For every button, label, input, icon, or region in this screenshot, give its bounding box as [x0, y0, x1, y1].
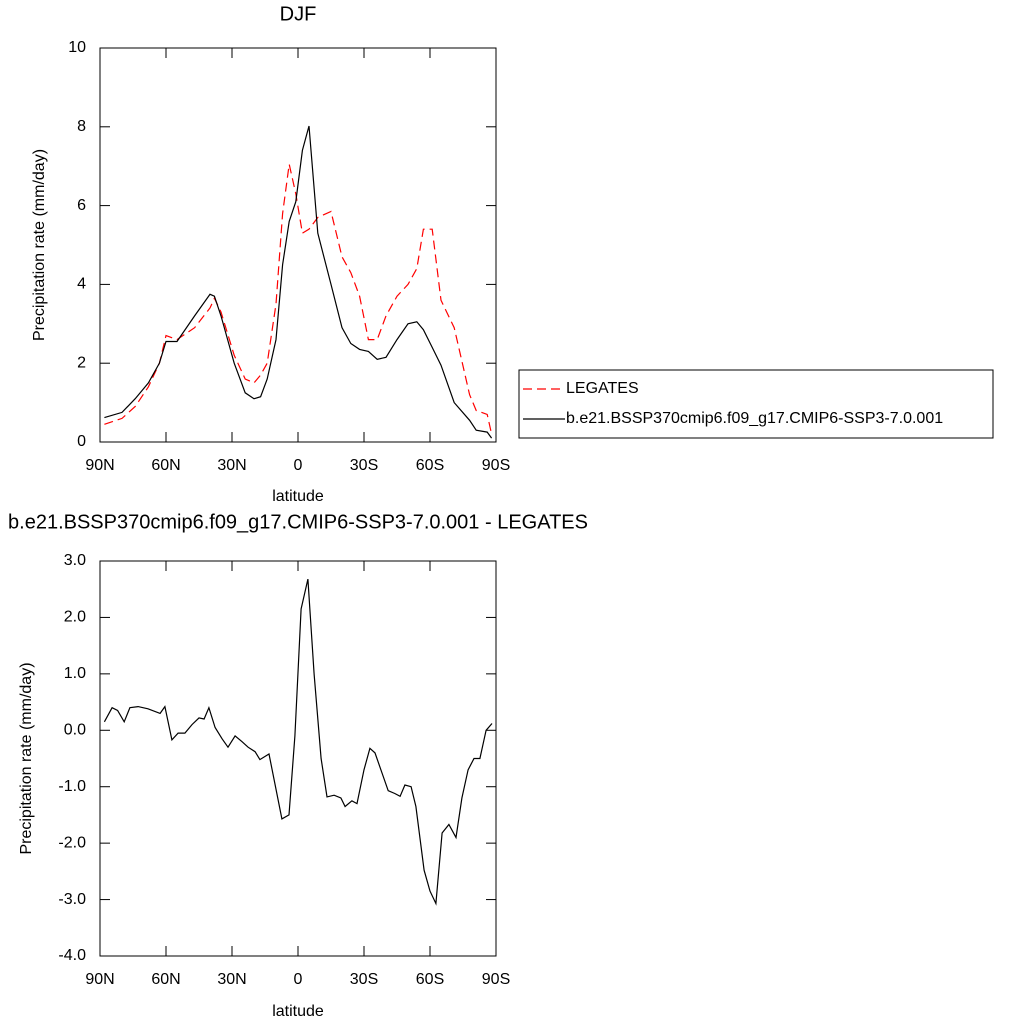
y-tick-label: 8 [77, 118, 86, 135]
chart-title: b.e21.BSSP370cmip6.f09_g17.CMIP6-SSP3-7.… [8, 511, 588, 533]
plot-frame [99, 47, 497, 443]
y-tick-label: 1.0 [64, 665, 86, 682]
x-tick-label: 0 [294, 971, 303, 988]
chart-title: DJF [280, 3, 317, 25]
x-tick-label: 90S [482, 457, 510, 474]
y-tick-label: -4.0 [58, 947, 86, 964]
y-axis-label: Precipitation rate (mm/day) [18, 662, 35, 854]
plot-frame [99, 560, 497, 957]
y-tick-label: 3.0 [64, 552, 86, 569]
x-tick-label: 60N [151, 457, 180, 474]
y-tick-label: 2 [77, 354, 86, 371]
y-tick-label: -2.0 [58, 834, 86, 851]
data-line [103, 578, 493, 906]
x-axis-label: latitude [272, 1003, 324, 1020]
x-tick-label: 30S [350, 971, 378, 988]
y-tick-label: -1.0 [58, 778, 86, 795]
x-axis-label: latitude [272, 488, 324, 505]
legend-label: LEGATES [566, 380, 639, 397]
y-tick-label: 10 [68, 39, 86, 56]
y-axis-label: Precipitation rate (mm/day) [31, 149, 48, 341]
y-tick-label: 2.0 [64, 609, 86, 626]
y-tick-label: 6 [77, 197, 86, 214]
x-tick-label: 0 [294, 457, 303, 474]
x-tick-label: 90N [85, 457, 114, 474]
legend-label: b.e21.BSSP370cmip6.f09_g17.CMIP6-SSP3-7.… [566, 410, 943, 427]
x-tick-label: 60S [416, 971, 444, 988]
x-tick-label: 60N [151, 971, 180, 988]
x-tick-label: 90N [85, 971, 114, 988]
x-tick-label: 90S [482, 971, 510, 988]
x-tick-label: 60S [416, 457, 444, 474]
y-tick-label: 0 [77, 433, 86, 450]
x-tick-label: 30S [350, 457, 378, 474]
y-tick-label: -3.0 [58, 891, 86, 908]
legend-box [518, 369, 994, 439]
x-tick-label: 30N [217, 971, 246, 988]
x-tick-label: 30N [217, 457, 246, 474]
data-line [104, 125, 493, 439]
data-line [104, 164, 493, 435]
y-tick-label: 0.0 [64, 722, 86, 739]
y-tick-label: 4 [77, 276, 86, 293]
